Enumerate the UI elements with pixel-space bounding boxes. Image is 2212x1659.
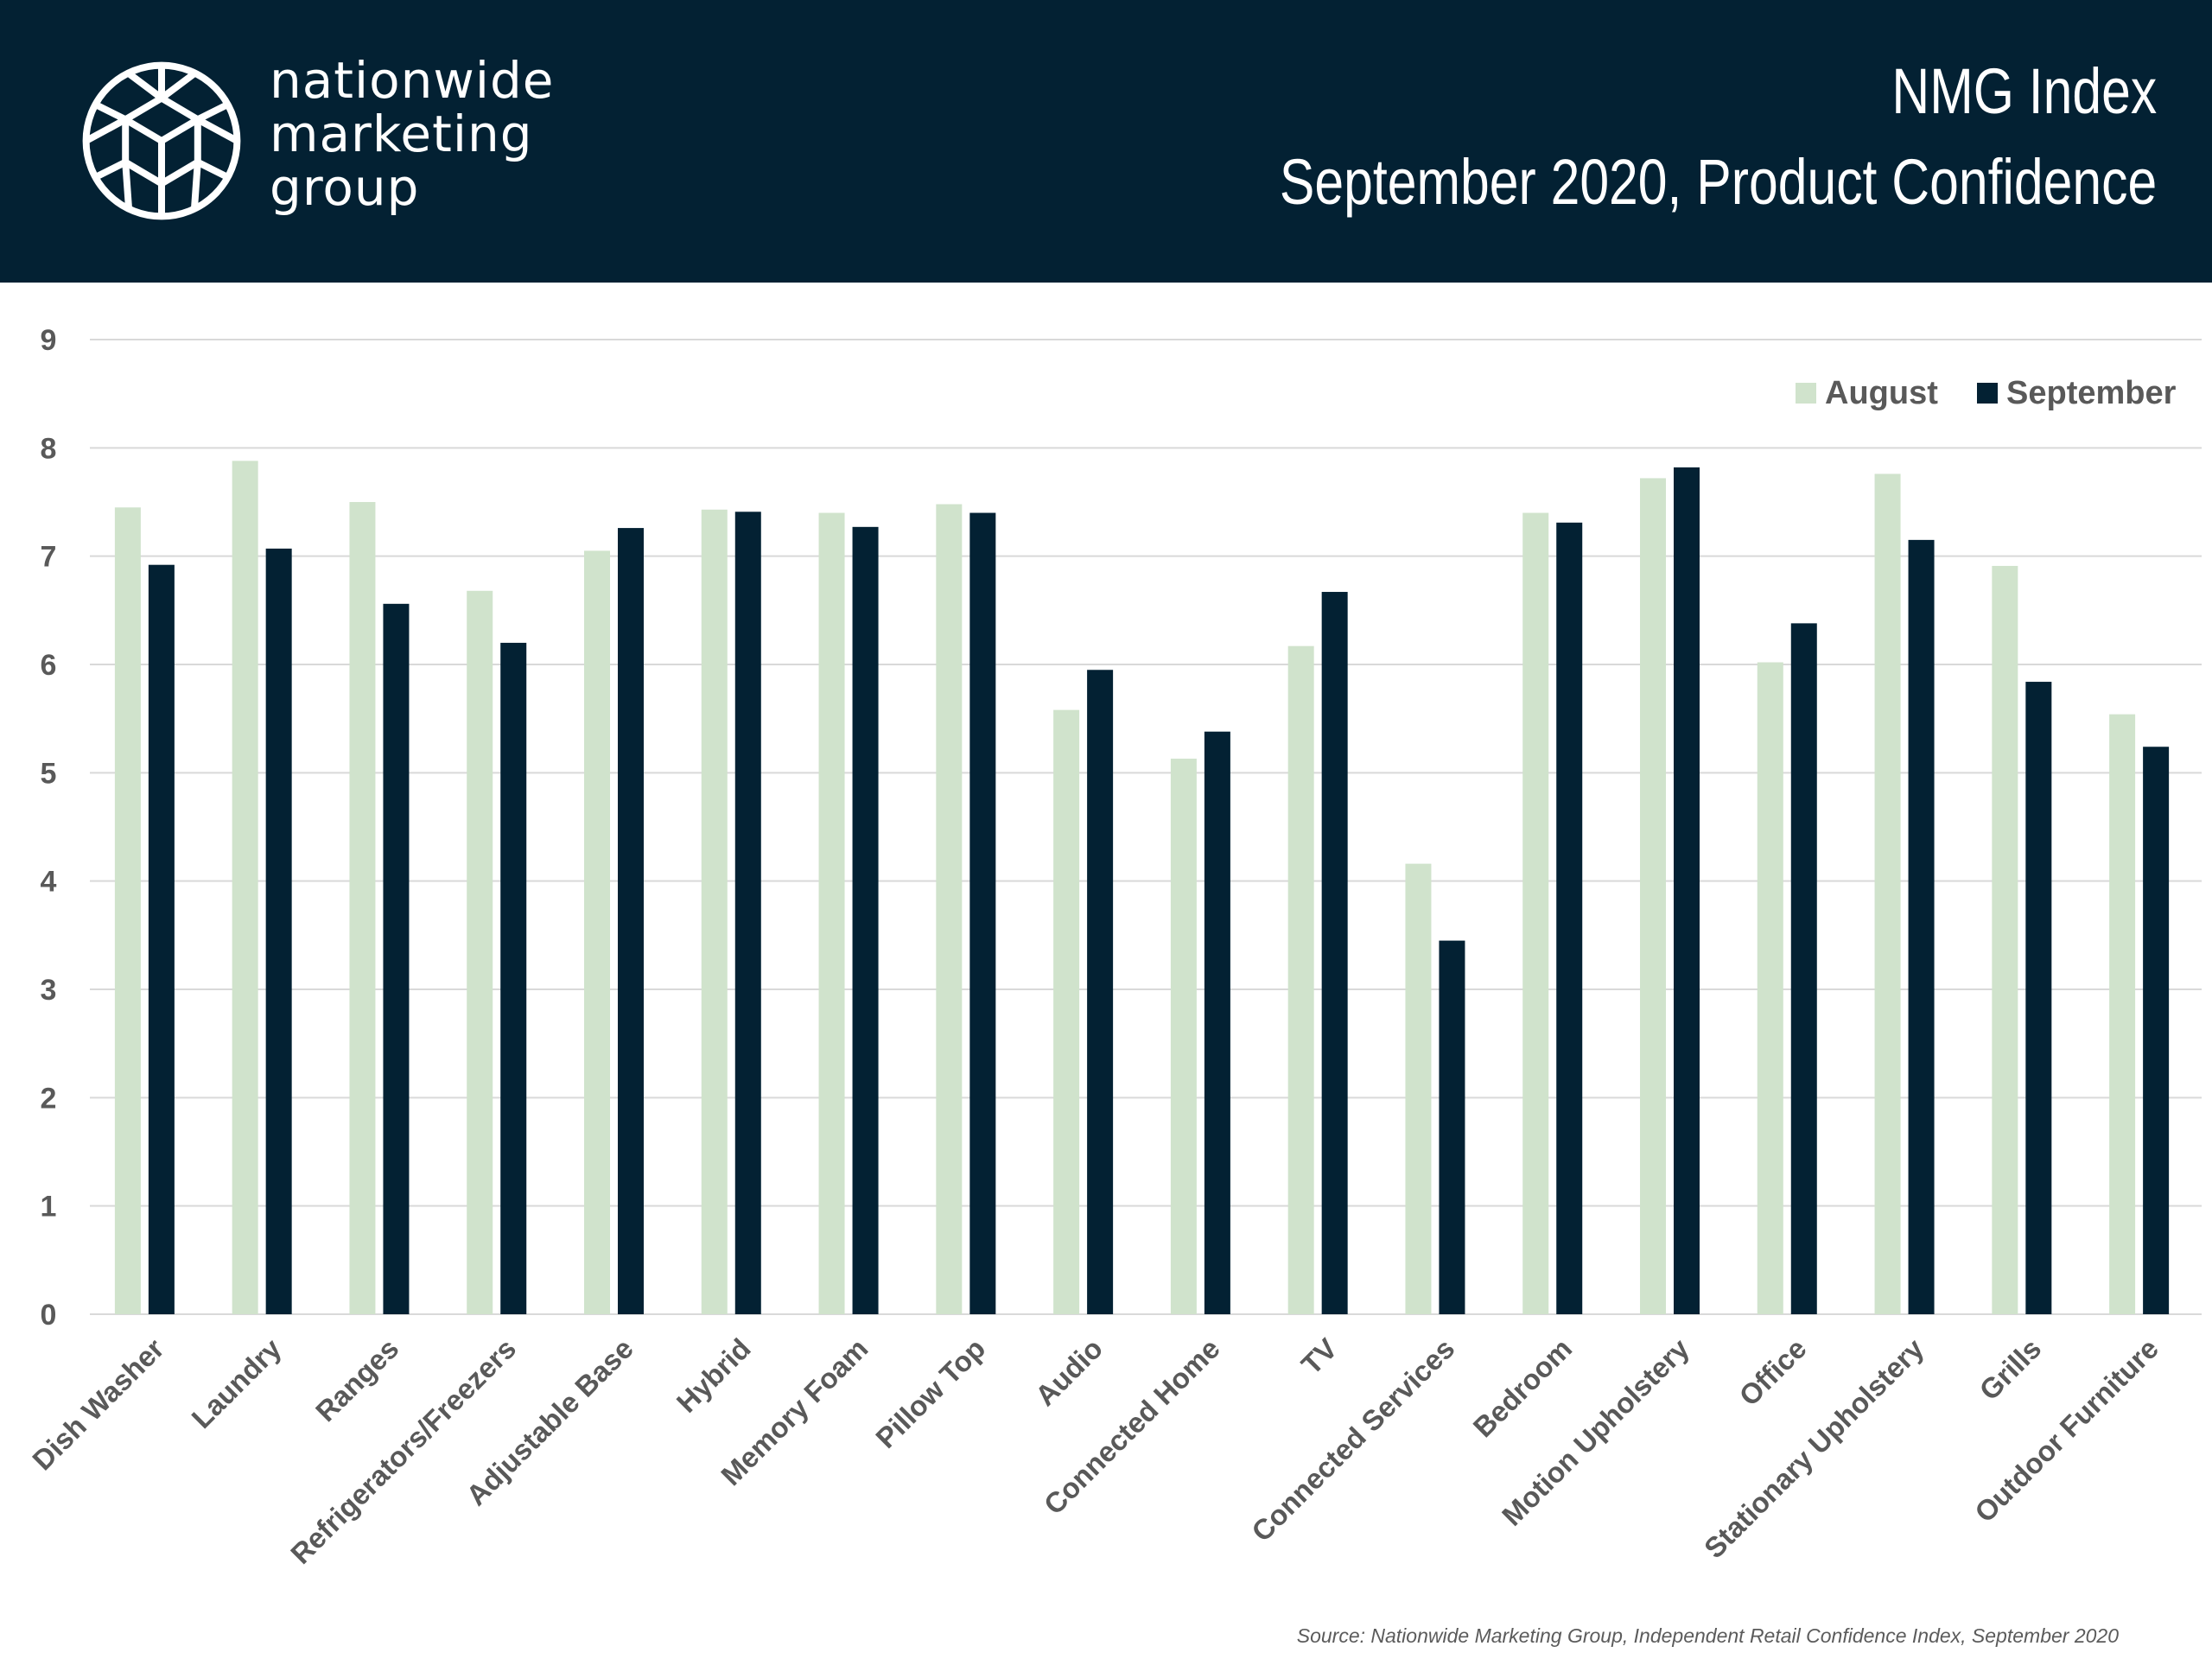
x-tick-label: Ranges (309, 1332, 404, 1427)
bar-september (1674, 467, 1700, 1314)
chart-title: NMG Index (1891, 55, 2157, 127)
bar-august (1640, 478, 1666, 1314)
bar-august (1405, 863, 1432, 1314)
bar-august (1874, 474, 1901, 1314)
logo-line-2: marketing (270, 105, 533, 163)
bar-september (265, 548, 292, 1314)
bar-august (936, 504, 963, 1314)
bar-september (1908, 539, 1935, 1314)
bar-august (467, 590, 493, 1314)
bar-august (2109, 714, 2136, 1314)
bar-august (584, 550, 610, 1314)
bar-august (232, 461, 258, 1314)
y-tick-label: 8 (41, 432, 57, 465)
y-tick-label: 7 (41, 541, 57, 574)
bar-september (618, 528, 644, 1314)
x-tick-label: Hybrid (671, 1332, 757, 1419)
bar-august (1992, 565, 2018, 1314)
x-tick-label: Bedroom (1467, 1332, 1579, 1444)
bar-september (2025, 682, 2052, 1314)
bar-august (1053, 709, 1080, 1314)
y-tick-label: 2 (41, 1082, 57, 1115)
bar-august (818, 512, 845, 1314)
bar-september (852, 526, 879, 1314)
bar-august (114, 507, 141, 1314)
y-tick-label: 0 (41, 1299, 57, 1332)
bar-september (1790, 623, 1817, 1314)
x-tick-label: Audio (1029, 1332, 1109, 1412)
y-tick-label: 6 (41, 649, 57, 682)
y-tick-label: 4 (41, 866, 57, 899)
y-tick-label: 5 (41, 757, 57, 790)
bar-september (1556, 522, 1583, 1314)
bar-september (500, 642, 527, 1314)
bar-august (349, 502, 376, 1314)
bar-september (734, 512, 761, 1314)
bar-september (1321, 592, 1348, 1314)
chart-subtitle: September 2020, Product Confidence (1279, 146, 2157, 218)
legend-august-swatch (1796, 383, 1816, 404)
x-tick-label: Dish Washer (26, 1332, 170, 1477)
bar-august (1170, 759, 1197, 1314)
legend-august-label: August (1825, 375, 1938, 411)
header-banner: nationwide marketing group NMG Index Sep… (0, 0, 2212, 283)
source-note: Source: Nationwide Marketing Group, Inde… (1296, 1624, 2119, 1647)
y-tick-label: 9 (41, 324, 57, 357)
legend-september-label: September (2006, 375, 2177, 411)
bar-august (1757, 662, 1783, 1314)
y-tick-label: 1 (41, 1191, 57, 1224)
x-tick-label: Laundry (185, 1332, 288, 1434)
x-tick-label: Stationary Upholstery (1698, 1332, 1930, 1564)
bar-september (969, 512, 996, 1314)
x-tick-label: Connected Services (1245, 1332, 1460, 1548)
title-block: NMG Index September 2020, Product Confid… (1087, 48, 2157, 230)
x-tick-label: Refrigerators/Freezers (284, 1332, 522, 1570)
nmg-logo-icon (82, 61, 241, 220)
bar-august (1522, 512, 1549, 1314)
x-tick-label: Pillow Top (869, 1332, 991, 1454)
bar-august (1287, 645, 1314, 1314)
logo-line-1: nationwide (270, 51, 555, 110)
bar-september (1204, 731, 1230, 1314)
bar-august (701, 509, 728, 1314)
bar-september (1439, 940, 1465, 1314)
bar-september (148, 564, 175, 1314)
bar-chart: 0 1 2 3 4 5 6 7 8 9 Dish Washer Laundry RangesRefrig… (26, 324, 2202, 1570)
logo-wordmark: nationwide marketing group (270, 54, 554, 214)
x-tick-label: TV (1295, 1332, 1344, 1381)
bar-september (2143, 747, 2170, 1314)
logo-line-3: group (270, 158, 420, 217)
x-tick-label: Grills (1973, 1332, 2047, 1407)
bar-september (383, 603, 410, 1314)
bar-september (1087, 670, 1114, 1314)
legend-september-swatch (1977, 383, 1998, 404)
y-tick-label: 3 (41, 974, 57, 1007)
x-tick-label: Office (1732, 1332, 1812, 1412)
